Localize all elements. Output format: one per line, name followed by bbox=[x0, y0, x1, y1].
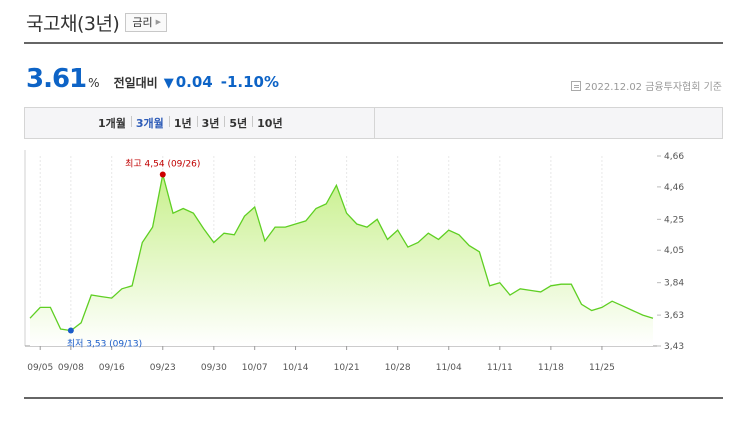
max-point-marker bbox=[159, 171, 166, 178]
triangle-down-icon: ▼ bbox=[163, 76, 174, 91]
y-tick-label: 3,43 bbox=[664, 342, 684, 352]
x-tick-label: 11/11 bbox=[487, 363, 513, 373]
period-tabs: 1개월 3개월 1년 3년 5년 10년 bbox=[93, 108, 288, 138]
caret-right-icon: ▶ bbox=[155, 18, 161, 26]
x-tick-label: 10/14 bbox=[283, 363, 309, 373]
x-tick-label: 11/04 bbox=[436, 363, 462, 373]
y-tick-label: 4,66 bbox=[664, 152, 684, 162]
y-tick-label: 4,25 bbox=[664, 215, 684, 225]
page-title: 국고채(3년) bbox=[26, 12, 120, 35]
x-tick-label: 11/18 bbox=[538, 363, 564, 373]
current-price: 3.61 bbox=[26, 64, 87, 94]
bottom-divider bbox=[24, 397, 723, 399]
series-line bbox=[29, 174, 654, 332]
x-tick-label: 09/30 bbox=[201, 363, 227, 373]
y-tick-label: 4,05 bbox=[664, 246, 684, 256]
period-tab-1y[interactable]: 1년 bbox=[168, 115, 197, 131]
period-tab-3y[interactable]: 3년 bbox=[196, 115, 225, 131]
x-tick-label: 09/08 bbox=[58, 363, 84, 373]
title-row: 국고채(3년) 금리 ▶ bbox=[26, 6, 167, 38]
top-divider bbox=[24, 42, 723, 44]
price-unit: % bbox=[88, 76, 100, 90]
period-tab-5y[interactable]: 5년 bbox=[224, 115, 252, 131]
x-tick-label: 09/16 bbox=[99, 363, 125, 373]
yield-chart: 09/05 09/08 09/16 09/23 09/30 10/07 10/14 10/21… bbox=[24, 150, 684, 373]
y-tick-label: 4,46 bbox=[664, 183, 684, 193]
change-percent: -1.10% bbox=[220, 73, 280, 91]
price-summary: 3.61 % 전일대비 ▼ 0.04 -1.10% bbox=[26, 64, 279, 98]
rate-toggle-button[interactable]: 금리 ▶ bbox=[125, 12, 167, 32]
document-icon bbox=[570, 80, 581, 91]
period-bar-divider bbox=[374, 108, 375, 138]
x-tick-label: 10/07 bbox=[242, 363, 268, 373]
period-tab-3m[interactable]: 3개월 bbox=[130, 115, 169, 131]
x-tick-label: 09/05 bbox=[27, 363, 53, 373]
y-tick-label: 3,63 bbox=[664, 311, 684, 321]
min-point-marker bbox=[67, 327, 74, 334]
x-tick-label: 10/21 bbox=[334, 363, 360, 373]
change-label: 전일대비 bbox=[113, 76, 158, 90]
rate-toggle-label: 금리 bbox=[132, 16, 153, 29]
period-tab-1m[interactable]: 1개월 bbox=[98, 117, 126, 130]
min-annotation: 최저 3,53 (09/13) bbox=[67, 339, 142, 350]
x-tick-label: 11/25 bbox=[589, 363, 615, 373]
max-annotation: 최고 4,54 (09/26) bbox=[125, 159, 200, 170]
x-tick-label: 09/23 bbox=[150, 363, 176, 373]
source-text: 2022.12.02 금융투자협회 기준 bbox=[584, 82, 722, 93]
x-tick-label: 10/28 bbox=[385, 363, 411, 373]
chart-area: 09/05 09/08 09/16 09/23 09/30 10/07 10/14 10/21… bbox=[0, 140, 746, 380]
period-selector: 1개월 3개월 1년 3년 5년 10년 bbox=[24, 107, 723, 139]
change-value: 0.04 bbox=[175, 73, 213, 91]
source-note: 2022.12.02 금융투자협회 기준 bbox=[570, 78, 722, 93]
y-tick-label: 3,84 bbox=[664, 279, 684, 289]
series-area bbox=[30, 174, 653, 346]
period-tab-10y[interactable]: 10년 bbox=[252, 115, 287, 131]
